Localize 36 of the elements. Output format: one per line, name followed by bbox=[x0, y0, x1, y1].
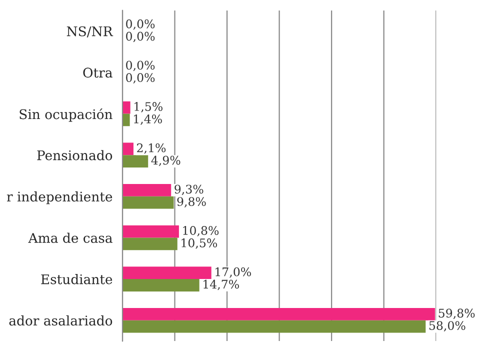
bar bbox=[122, 320, 426, 333]
y-tick-label: r independiente bbox=[6, 191, 112, 204]
data-label: 17,0% bbox=[216, 267, 251, 278]
data-label: 14,7% bbox=[204, 280, 239, 290]
y-tick-label: Sin ocupación bbox=[20, 108, 112, 122]
bar bbox=[122, 101, 130, 114]
data-label: 0,0% bbox=[126, 19, 155, 30]
bar bbox=[122, 184, 172, 196]
bar bbox=[122, 308, 436, 320]
bar bbox=[122, 225, 179, 238]
data-label: 4,9% bbox=[151, 156, 180, 166]
y-tick-label: NS/NR bbox=[66, 26, 114, 38]
bar bbox=[122, 238, 178, 250]
data-label: 59,8% bbox=[438, 308, 475, 320]
bar bbox=[122, 279, 200, 292]
bar bbox=[122, 266, 212, 280]
data-label: 2,1% bbox=[137, 143, 166, 154]
data-label: 0,0% bbox=[126, 60, 155, 72]
y-tick-label: ador asalariado bbox=[9, 315, 112, 326]
data-label: 1,5% bbox=[134, 102, 162, 112]
data-label: 0,0% bbox=[126, 73, 155, 84]
data-label: 9,3% bbox=[174, 184, 204, 196]
y-tick-label: Otra bbox=[83, 68, 112, 78]
data-label: 10,8% bbox=[183, 226, 219, 236]
bar bbox=[122, 114, 130, 126]
bar bbox=[122, 142, 134, 156]
y-tick-label: Estudiante bbox=[41, 274, 112, 284]
bar bbox=[122, 196, 174, 209]
data-label: 0,0% bbox=[126, 32, 155, 42]
data-label: 9,8% bbox=[177, 197, 206, 208]
y-tick-label: Pensionado bbox=[37, 150, 112, 160]
data-label: 10,5% bbox=[182, 238, 218, 249]
data-label: 58,0% bbox=[429, 321, 466, 332]
data-label: 1,4% bbox=[134, 114, 162, 125]
y-tick-label: Ama de casa bbox=[28, 232, 112, 243]
bar bbox=[122, 155, 148, 168]
